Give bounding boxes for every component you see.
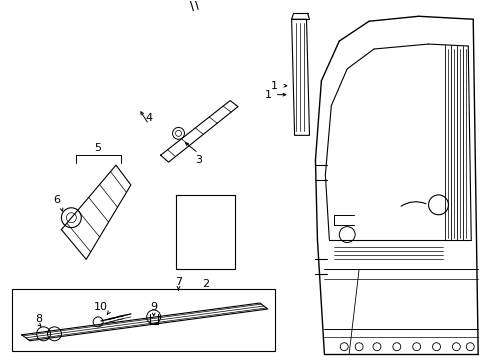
Text: 7: 7 [175,277,182,287]
Text: 10: 10 [94,302,108,312]
Text: 3: 3 [194,155,202,165]
Text: 5: 5 [95,143,102,153]
Text: 4: 4 [145,113,152,123]
FancyArrowPatch shape [400,202,425,206]
Text: 2: 2 [202,279,208,289]
Bar [12,289,274,351]
Text: 6: 6 [53,195,60,205]
Text: 1: 1 [271,81,278,91]
Text: 1: 1 [264,90,271,100]
Text: 9: 9 [150,302,157,312]
Text: 8: 8 [35,314,42,324]
